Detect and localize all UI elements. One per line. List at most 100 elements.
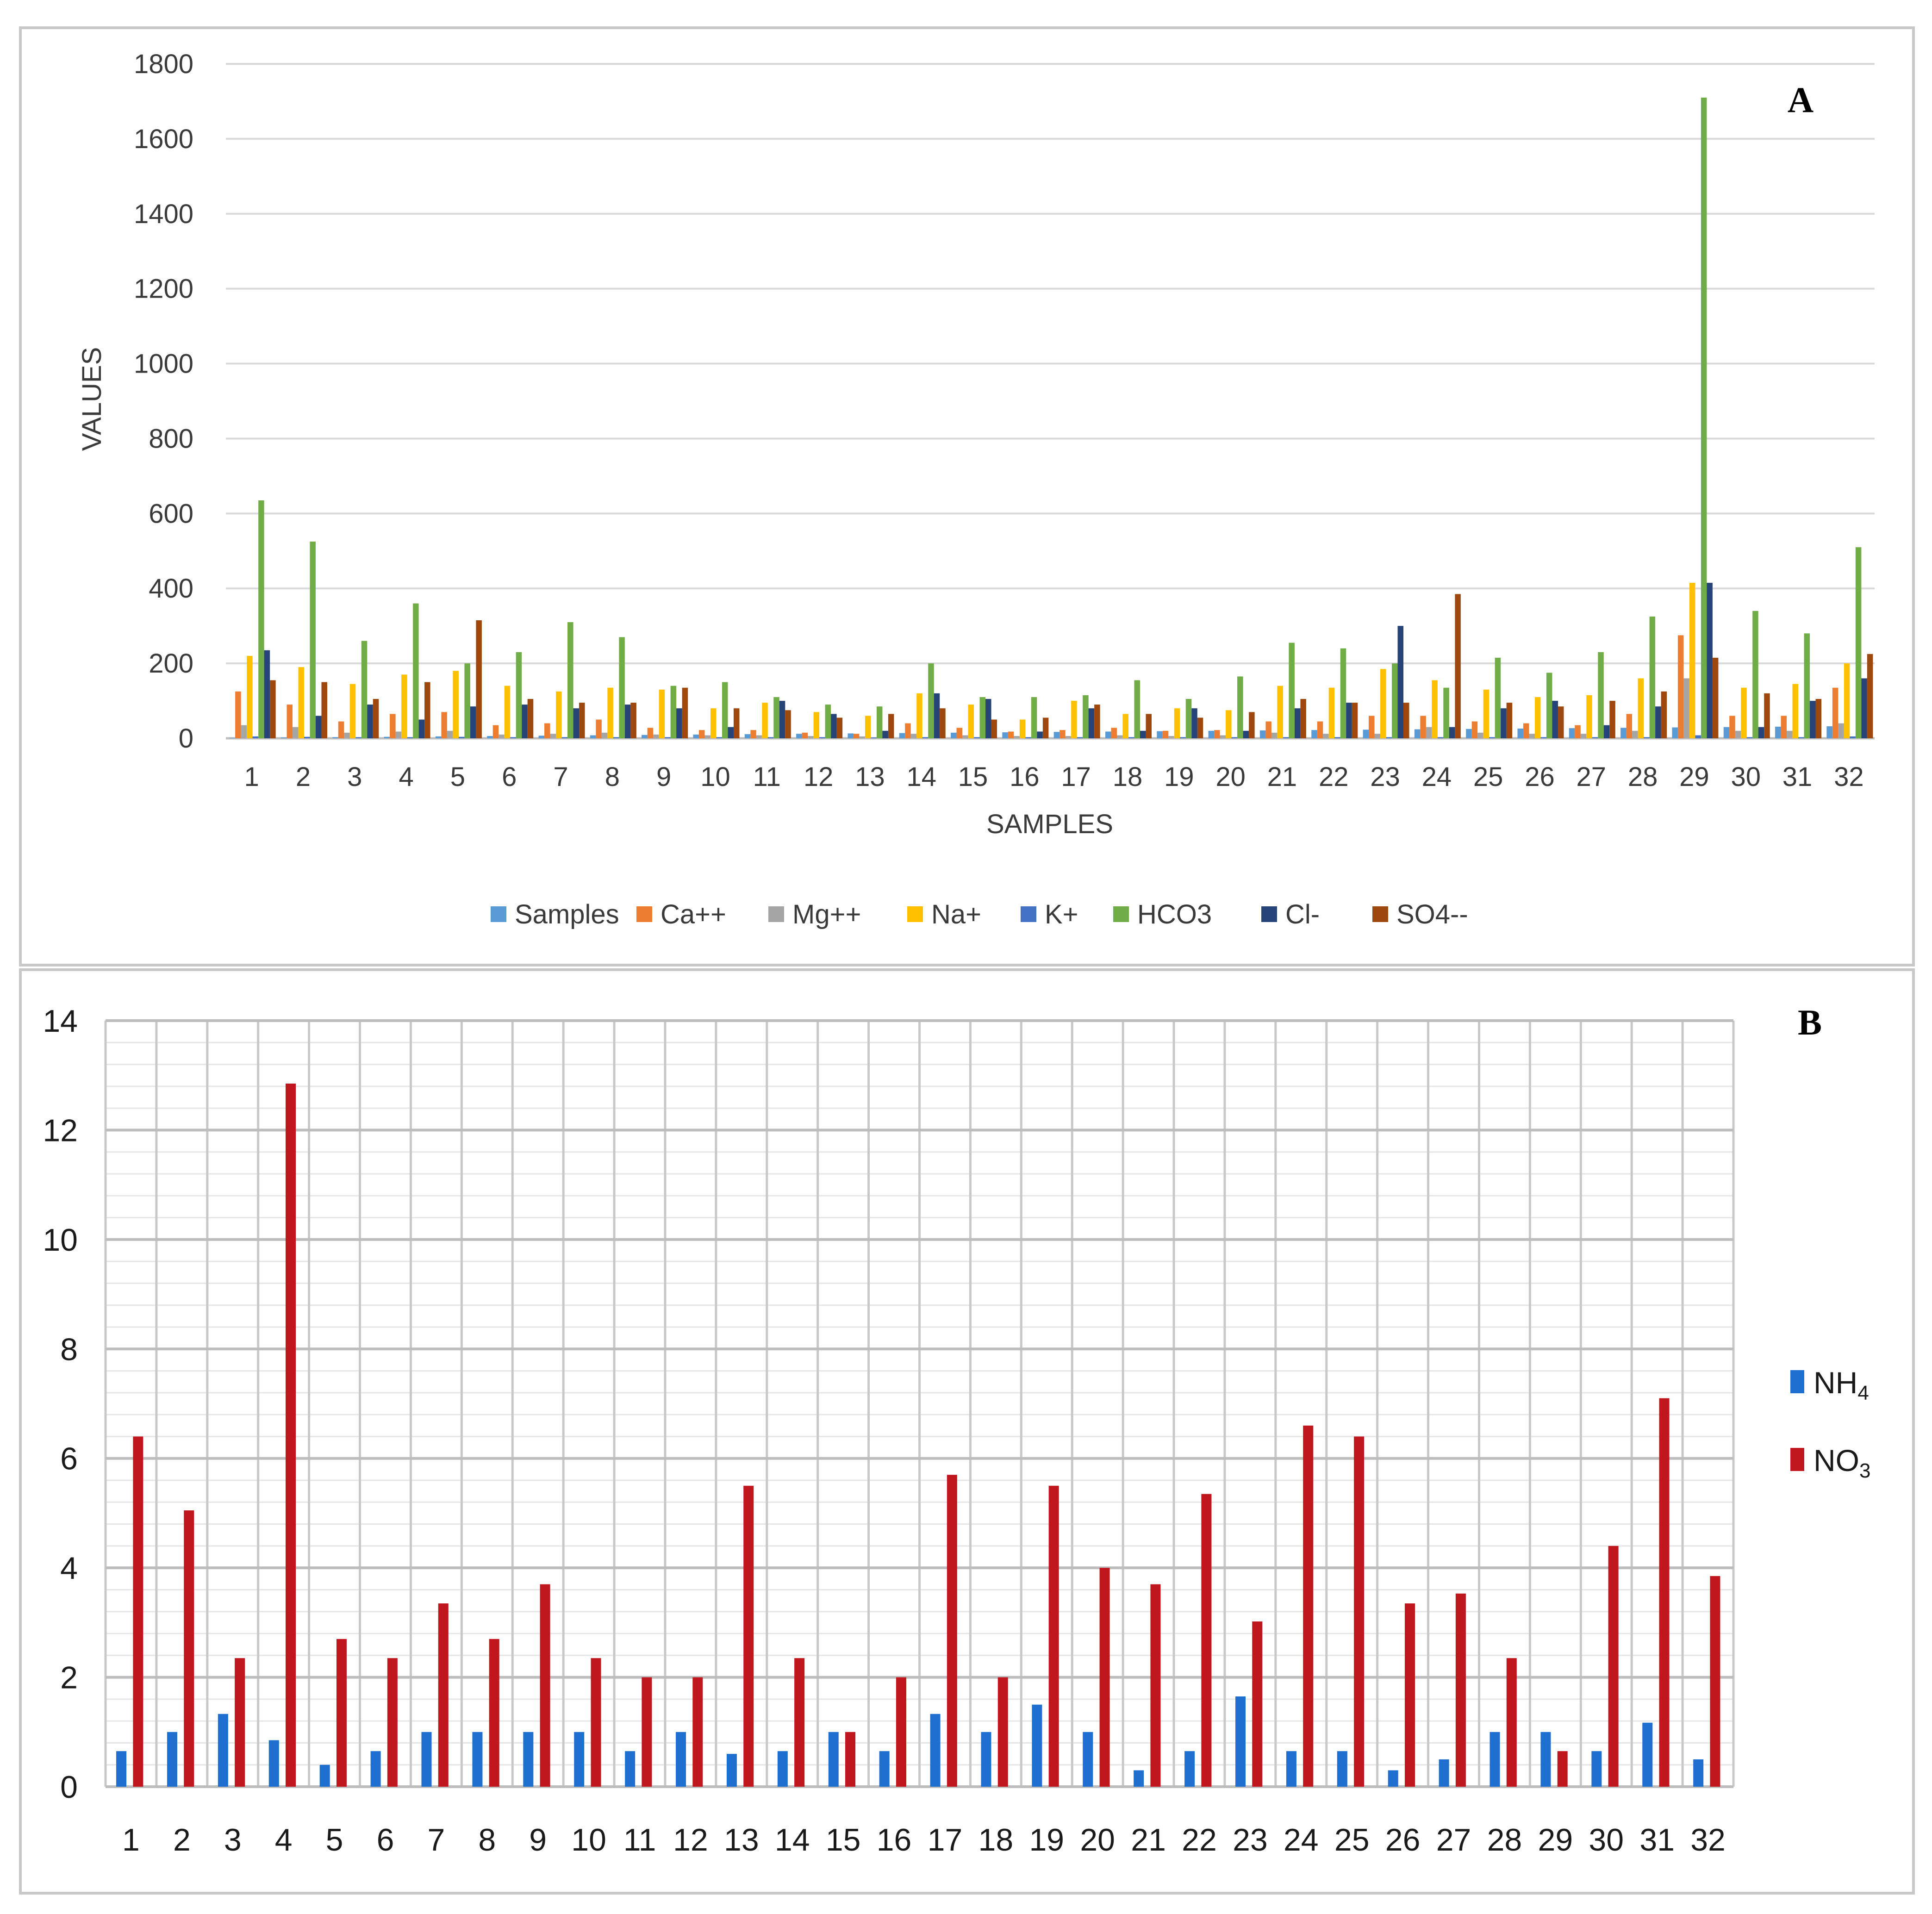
panel-a-bar — [813, 712, 820, 738]
panel-a-bar — [349, 684, 356, 738]
panel-b-bar — [286, 1083, 296, 1787]
panel-a-bar — [1105, 731, 1111, 738]
panel-a-bar — [1529, 734, 1535, 738]
panel-a-bar — [676, 708, 682, 738]
panel-a-bar — [390, 714, 396, 738]
panel-b-x-tick-label: 17 — [928, 1822, 963, 1858]
panel-b-x-tick-label: 27 — [1436, 1822, 1471, 1858]
panel-a-bar — [1815, 699, 1822, 738]
panel-b-bar — [1303, 1425, 1314, 1787]
panel-b-bar — [1354, 1436, 1365, 1787]
panel-a-x-tick-label: 2 — [296, 762, 311, 792]
panel-a-bar — [1855, 547, 1862, 738]
panel-a-bar — [968, 705, 974, 738]
panel-a-bar — [1146, 714, 1152, 738]
panel-a-bar — [888, 714, 894, 738]
panel-a-bar — [1031, 697, 1037, 738]
panel-a-bar — [1683, 678, 1689, 738]
panel-a-bar — [1340, 648, 1346, 738]
panel-a-bar — [704, 735, 710, 738]
panel-a-x-tick-label: 27 — [1577, 762, 1607, 792]
panel-b-bar — [828, 1732, 839, 1787]
panel-a-bar — [1644, 737, 1650, 738]
panel-b-x-tick-label: 15 — [826, 1822, 861, 1858]
panel-a-bar — [252, 736, 259, 738]
panel-a-bar — [1157, 731, 1163, 738]
panel-b-bar — [676, 1732, 686, 1787]
panel-b-bar — [1659, 1398, 1670, 1787]
panel-b-x-tick-label: 1 — [122, 1822, 140, 1858]
panel-a-bar — [1471, 721, 1478, 738]
panel-a-bar — [361, 641, 368, 738]
panel-a-bar — [344, 732, 350, 738]
legend-label: Ca++ — [661, 899, 726, 929]
panel-a-x-tick-label: 20 — [1215, 762, 1246, 792]
panel-b-x-tick-label: 11 — [623, 1822, 656, 1858]
panel-a-bar — [974, 737, 980, 738]
panel-a-bar — [1116, 735, 1123, 738]
panel-b-bar — [268, 1740, 279, 1787]
panel-b-x-tick-label: 23 — [1233, 1822, 1268, 1858]
panel-a-y-tick-label: 600 — [149, 499, 193, 529]
panel-a-bar — [1185, 699, 1192, 738]
panel-b-x-tick-label: 30 — [1589, 1822, 1624, 1858]
panel-b-bar — [879, 1751, 890, 1787]
panel-b-bar — [523, 1732, 534, 1787]
panel-a-bar — [264, 650, 270, 738]
panel-b-x-tick-labels: 1 2 3 4 5 6 7 8 9 10 11 12 13 14 15 16 17 18 19 20 21 22 23 24 2… — [122, 1822, 1726, 1858]
panel-b-bar — [336, 1639, 347, 1787]
panel-b-bar — [235, 1658, 245, 1787]
panel-a-bar — [1569, 728, 1575, 738]
panel-a-bar — [1632, 730, 1638, 738]
panel-a-x-tick-labels: 1 2 3 4 5 6 7 8 9 10 11 12 13 14 15 16 17 18 19 20 21 22 23 24 2… — [244, 762, 1864, 792]
panel-b-bar — [370, 1751, 381, 1787]
panel-a-bar — [1506, 703, 1513, 738]
panel-b-bar — [184, 1510, 194, 1787]
panel-b-bar — [319, 1764, 330, 1787]
legend-swatch — [1261, 906, 1277, 922]
panel-a-bar — [401, 674, 407, 738]
panel-a-bar — [1638, 678, 1644, 738]
panel-a-x-tick-label: 16 — [1010, 762, 1040, 792]
panel-a-bar — [1386, 737, 1392, 738]
panel-b-y-tick-label: 14 — [43, 1004, 78, 1039]
panel-a-bar — [670, 686, 677, 738]
panel-a-bar — [1752, 611, 1758, 738]
panel-a-bar — [785, 710, 791, 738]
panel-a-bar — [767, 737, 774, 738]
panel-a-x-tick-label: 6 — [502, 762, 517, 792]
panel-a-label: A — [1788, 80, 1814, 120]
panel-a-bar — [1363, 729, 1369, 738]
panel-a-bar — [367, 705, 373, 738]
panel-a-bar — [744, 734, 751, 738]
panel-b-bar — [692, 1677, 703, 1787]
panel-a-bar — [310, 542, 316, 738]
panel-a-x-tick-label: 26 — [1525, 762, 1555, 792]
panel-b-bar — [726, 1754, 737, 1787]
panel-a-bar — [1552, 701, 1558, 738]
panel-a-x-tick-label: 7 — [553, 762, 568, 792]
panel-b-bar — [1337, 1751, 1347, 1787]
panel-a-bar — [1002, 732, 1008, 738]
panel-a-y-tick-label: 400 — [149, 574, 193, 604]
panel-a-bar — [693, 734, 699, 738]
panel-a-bar — [728, 727, 734, 738]
panel-a-bar — [1832, 687, 1839, 738]
panel-a-x-tick-label: 5 — [450, 762, 465, 792]
panel-a-bar — [1437, 737, 1444, 738]
panel-b-x-tick-label: 20 — [1080, 1822, 1115, 1858]
panel-a-bar — [424, 682, 430, 738]
panel-a-x-axis-title: SAMPLES — [986, 809, 1113, 839]
panel-a-bar — [613, 737, 619, 738]
legend-label: Cl- — [1285, 899, 1320, 929]
panel-a-bar — [1838, 723, 1844, 738]
panel-a-bar — [607, 687, 613, 738]
panel-a-bar — [435, 736, 442, 738]
panel-a-bar — [1804, 633, 1810, 738]
panel-a-bar — [355, 737, 361, 738]
panel-b-bar — [387, 1658, 398, 1787]
panel-a-bar — [596, 719, 602, 738]
panel-a-x-tick-label: 12 — [804, 762, 834, 792]
